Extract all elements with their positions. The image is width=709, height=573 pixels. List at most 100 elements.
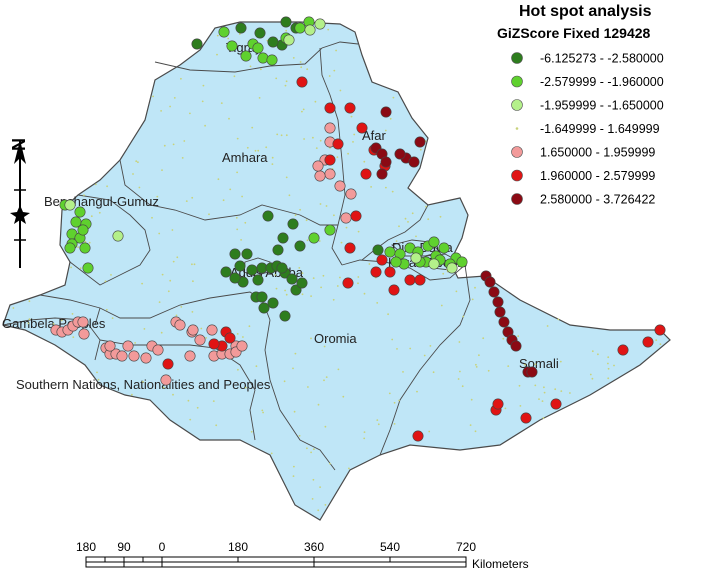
speck-154 — [429, 345, 432, 347]
speck-204 — [173, 97, 176, 99]
speck-141 — [560, 390, 563, 392]
hotspot-dot-75 — [314, 18, 326, 30]
speck-101 — [597, 353, 599, 356]
hotspot-dot-139 — [414, 274, 426, 286]
legend-label-6: 1.960000 - 2.579999 — [540, 169, 655, 183]
speck-34 — [275, 77, 278, 80]
speck-157 — [607, 377, 610, 380]
speck-127 — [70, 266, 72, 269]
speck-193 — [254, 149, 257, 152]
hotspot-dot-80 — [410, 252, 422, 264]
speck-251 — [398, 399, 400, 402]
speck-275 — [137, 161, 139, 164]
speck-117 — [387, 313, 389, 316]
hotspot-dot-82 — [324, 122, 336, 134]
speck-292 — [288, 194, 291, 197]
speck-42 — [357, 230, 360, 233]
speck-162 — [320, 286, 322, 289]
speck-125 — [158, 301, 161, 303]
speck-263 — [310, 337, 312, 340]
speck-68 — [160, 331, 163, 334]
hotspot-dot-30 — [258, 302, 270, 314]
speck-273 — [212, 400, 215, 402]
scale-seg-6 — [237, 556, 315, 563]
speck-225 — [507, 365, 510, 367]
hotspot-dots — [50, 16, 666, 442]
speck-214 — [238, 33, 241, 35]
hotspot-dot-107 — [140, 352, 152, 364]
speck-109 — [142, 380, 144, 383]
speck-87 — [169, 279, 172, 282]
speck-88 — [384, 129, 387, 132]
speck-54 — [141, 282, 144, 285]
speck-296 — [442, 272, 445, 275]
speck-223 — [175, 314, 178, 317]
hotspot-dot-119 — [160, 374, 172, 386]
speck-252 — [474, 430, 477, 433]
boundary-snnp-east — [264, 319, 336, 471]
hotspot-dot-117 — [236, 340, 248, 352]
hotspot-dot-143 — [224, 332, 236, 344]
speck-81 — [306, 447, 308, 450]
hotspot-dot-14 — [241, 248, 253, 260]
speck-266 — [659, 343, 662, 346]
hotspot-dot-87 — [312, 160, 324, 172]
speck-96 — [336, 285, 339, 287]
speck-197 — [478, 354, 480, 357]
speck-250 — [357, 276, 360, 278]
speck-102 — [244, 386, 247, 389]
speck-195 — [323, 379, 325, 382]
speck-136 — [217, 178, 220, 181]
hotspot-dot-165 — [492, 296, 504, 308]
speck-280 — [409, 347, 412, 350]
speck-320 — [385, 186, 387, 189]
legend-symbol-3 — [511, 99, 523, 111]
speck-62 — [227, 37, 230, 40]
speck-61 — [274, 274, 277, 276]
speck-206 — [350, 115, 353, 118]
speck-46 — [337, 368, 340, 371]
hotspot-dot-120 — [187, 324, 199, 336]
hotspot-dot-152 — [492, 398, 504, 410]
speck-3 — [398, 225, 400, 228]
region-label-oromia: Oromia — [314, 331, 357, 346]
speck-66 — [363, 160, 366, 163]
speck-212 — [312, 136, 314, 139]
speck-314 — [655, 339, 658, 341]
speck-108 — [523, 363, 526, 366]
speck-276 — [294, 214, 297, 217]
speck-118 — [236, 333, 239, 335]
speck-174 — [538, 398, 540, 400]
hotspot-dot-76 — [304, 24, 316, 36]
speck-29 — [475, 366, 478, 368]
hotspot-dot-164 — [488, 286, 500, 298]
hotspot-dot-144 — [162, 358, 174, 370]
speck-167 — [271, 156, 274, 159]
legend: Hot spot analysis GiZScore Fixed 129428 … — [497, 3, 664, 207]
hotspot-dot-44 — [294, 22, 306, 34]
speck-92 — [294, 352, 297, 355]
speck-17 — [298, 267, 301, 269]
speck-104 — [415, 235, 417, 238]
speck-271 — [469, 424, 472, 426]
speck-237 — [589, 373, 592, 376]
speck-31 — [335, 49, 337, 52]
speck-316 — [284, 84, 287, 87]
hotspot-dot-2 — [235, 22, 247, 34]
speck-124 — [427, 218, 430, 221]
speck-254 — [470, 398, 473, 401]
hotspot-dot-97 — [78, 328, 90, 340]
hotspot-dot-74 — [283, 34, 295, 46]
scale-tick-7: 720 — [456, 540, 476, 554]
ethiopia-outline — [2, 21, 671, 521]
hotspot-dot-28 — [256, 291, 268, 303]
hotspot-dot-142 — [208, 338, 220, 350]
speck-168 — [244, 221, 247, 224]
speck-38 — [185, 200, 188, 203]
speck-255 — [322, 274, 325, 277]
speck-269 — [134, 342, 137, 344]
speck-284 — [613, 364, 615, 367]
speck-149 — [71, 313, 74, 315]
speck-228 — [363, 292, 366, 295]
hotspot-dot-159 — [380, 156, 392, 168]
